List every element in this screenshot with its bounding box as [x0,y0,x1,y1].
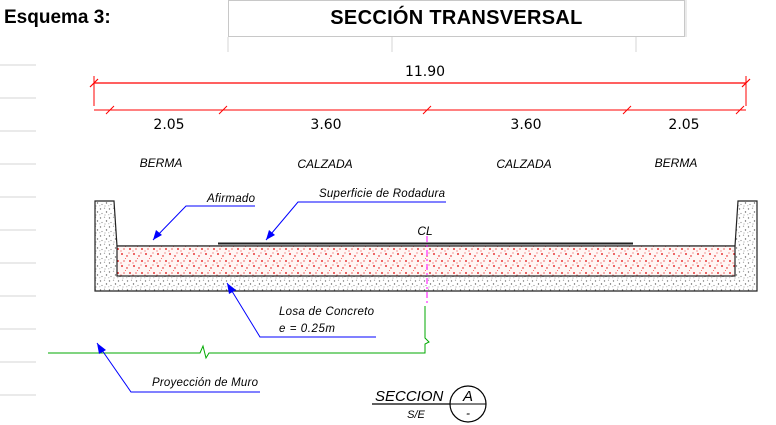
section-tag-sheet: - [466,406,470,420]
centerline-label: CL [417,224,432,238]
losa-label-line2: e = 0.25m [279,323,335,335]
zone-calzada-left: CALZADA [297,157,352,171]
grid-lines [0,0,687,396]
section-tag: SECCION S/E A - [372,385,487,423]
ground-line [48,306,430,360]
section-tag-scale: S/E [407,409,425,421]
zone-berma-right: BERMA [655,156,698,170]
sheet-label: Esquema 3: [4,7,111,28]
zone-berma-left: BERMA [140,156,183,170]
losa-leader [226,282,376,338]
superficie-label: Superficie de Rodadura [319,188,445,200]
total-dimension [89,76,751,106]
proyeccion-label: Proyección de Muro [152,377,259,389]
afirmado-leader [152,205,255,241]
afirmado-label: Afirmado [206,193,256,205]
title-cell: SECCIÓN TRANSVERSAL [228,0,685,37]
section-tag-name: SECCION [375,388,444,405]
segment-dimensions [94,105,746,115]
segment-label-calzada-right: 3.60 [510,117,541,133]
segment-label-berma-left: 2.05 [153,117,184,133]
zone-calzada-right: CALZADA [496,157,551,171]
total-dimension-label: 11.90 [405,64,445,80]
section-tag-letter: A [462,388,473,405]
segment-label-berma-right: 2.05 [668,117,699,133]
losa-label-line1: Losa de Concreto [279,306,375,318]
proyeccion-leader [96,342,260,393]
segment-label-calzada-left: 3.60 [310,117,341,133]
concrete-slab [116,245,736,277]
page-title: SECCIÓN TRANSVERSAL [330,7,583,29]
superficie-leader [265,201,446,241]
